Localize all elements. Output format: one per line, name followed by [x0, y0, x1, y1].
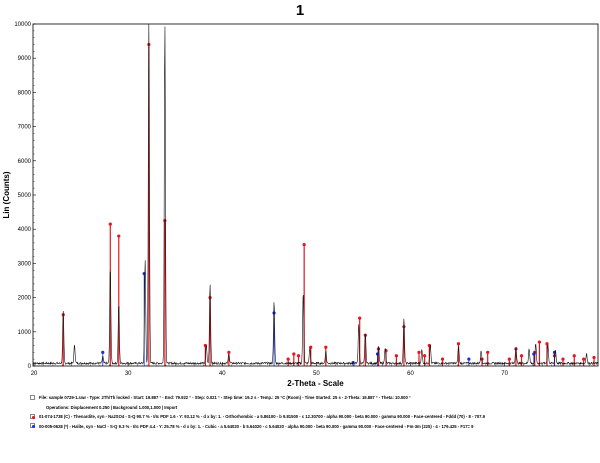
x-tick-label: 20 — [31, 371, 38, 377]
legend-row-operations: Operations: Displacement 0.250 | Backgro… — [30, 403, 595, 413]
reference-marker — [486, 350, 490, 354]
file-icon — [30, 394, 35, 400]
reference-marker — [227, 350, 231, 354]
reference-marker — [324, 345, 328, 349]
reference-marker — [561, 357, 565, 361]
y-tick-label: 9000 — [18, 56, 32, 62]
reference-marker — [537, 340, 542, 344]
reference-marker — [507, 357, 511, 361]
reference-marker — [272, 311, 276, 315]
reference-marker — [296, 354, 301, 358]
diffraction-pattern — [32, 23, 599, 366]
y-tick-label: 0 — [28, 364, 32, 370]
reference-marker — [519, 354, 524, 358]
reference-marker — [358, 316, 362, 320]
x-tick-label: 60 — [407, 371, 414, 377]
legend-row-file: File: sample 0729-1.raw - Type: 2Th/Th l… — [30, 393, 595, 403]
reference-marker — [423, 354, 427, 358]
y-tick-label: 2000 — [18, 296, 32, 302]
legend-text-halite: 00-005-0628 (*) - Halite, syn - NaCl - S… — [39, 423, 474, 429]
y-axis-ticks: 0 1000 2000 3000 4000 5000 6000 7000 8000 9000 100… — [14, 22, 36, 370]
y-tick-label: 4000 — [18, 227, 32, 233]
reference-marker — [208, 296, 212, 300]
legend-text-file: File: sample 0729-1.raw - Type: 2Th/Th l… — [39, 395, 411, 400]
reference-marker — [376, 347, 381, 351]
reference-marker — [286, 357, 290, 361]
y-axis-label: Lin (Counts) — [2, 171, 11, 218]
reference-marker — [440, 357, 445, 361]
x-axis-label: 2-Theta - Scale — [287, 379, 344, 388]
blue-marker-icon — [30, 423, 35, 428]
reference-marker — [163, 219, 167, 223]
y-tick-label: 7000 — [18, 125, 32, 131]
reference-sticks — [61, 42, 596, 366]
reference-marker — [394, 354, 398, 358]
reference-marker — [117, 234, 121, 238]
x-tick-label: 50 — [313, 371, 320, 377]
plot-frame — [32, 23, 599, 367]
legend-text-thenardite: 01-074-1738 (C) - Thenardite, syn - Na2S… — [39, 414, 485, 419]
reference-marker — [101, 350, 105, 354]
pattern-line — [32, 23, 599, 366]
reference-marker — [467, 357, 471, 361]
reference-marker — [292, 352, 296, 356]
reference-marker — [456, 342, 461, 346]
x-tick-label: 30 — [125, 371, 132, 377]
y-tick-label: 8000 — [18, 90, 32, 96]
reference-marker — [582, 357, 586, 361]
legend-row-halite: 00-005-0628 (*) - Halite, syn - NaCl - S… — [30, 422, 595, 432]
x-tick-label: 40 — [219, 371, 226, 377]
red-marker-icon — [30, 413, 35, 419]
y-tick-label: 10000 — [14, 22, 31, 28]
x-tick-label: 70 — [501, 371, 508, 377]
reference-marker — [302, 242, 306, 247]
reference-marker — [402, 325, 406, 329]
reference-marker — [572, 354, 576, 358]
y-tick-label: 1000 — [18, 330, 32, 336]
y-tick-label: 3000 — [18, 261, 32, 267]
reference-marker — [108, 222, 112, 226]
reference-marker — [592, 355, 596, 360]
legend-row-thenardite: 01-074-1738 (C) - Thenardite, syn - Na2S… — [30, 412, 595, 422]
legend-text-operations: Operations: Displacement 0.250 | Backgro… — [46, 404, 178, 410]
x-axis-ticks: 20 30 40 50 60 70 — [31, 362, 590, 377]
y-tick-label: 5000 — [18, 193, 32, 199]
reference-marker — [417, 350, 421, 354]
chart-title: 1 — [296, 2, 304, 19]
legend: File: sample 0729-1.raw - Type: 2Th/Th l… — [30, 393, 595, 431]
y-tick-label: 6000 — [18, 159, 32, 165]
